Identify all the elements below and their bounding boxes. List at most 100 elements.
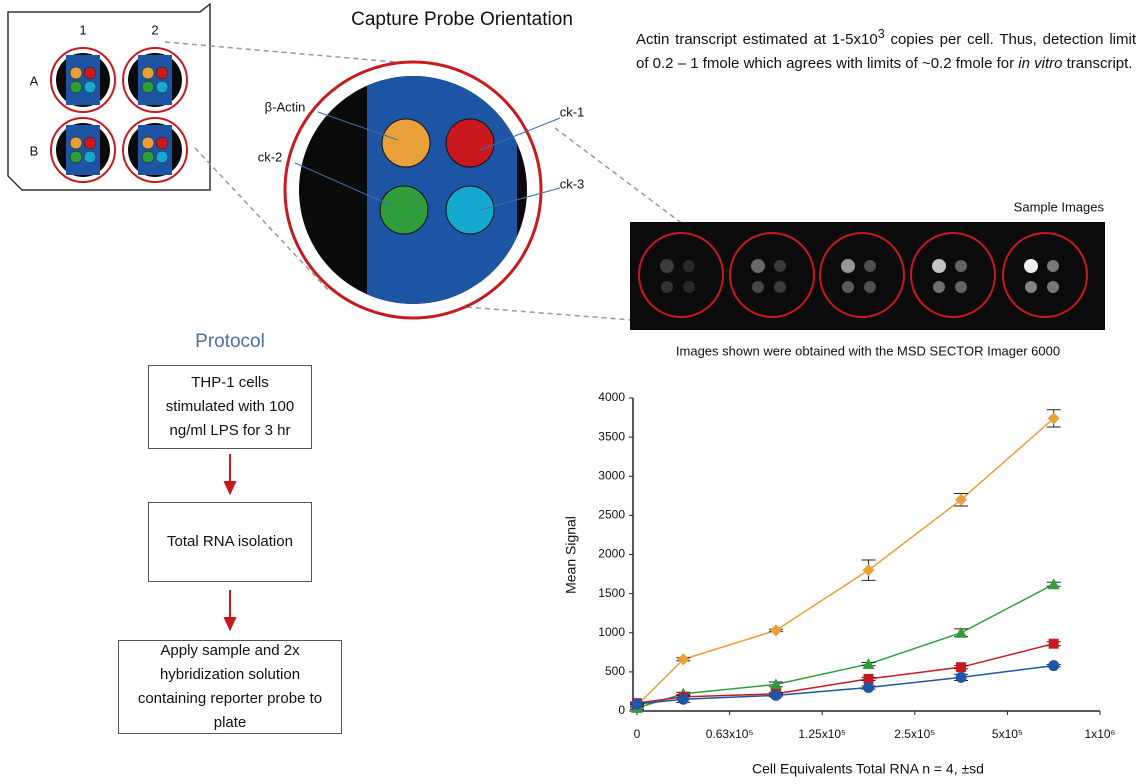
plate-column: 2 [151, 22, 158, 37]
point [770, 624, 782, 636]
sample-spot [683, 281, 695, 293]
spot [84, 137, 96, 149]
x-tick-label: 0.63x10⁵ [706, 727, 754, 741]
spot [142, 67, 154, 79]
images-title: Sample Images [1014, 199, 1105, 214]
line-segment [961, 418, 1054, 499]
spot [70, 67, 82, 79]
protocol-title: Protocol [195, 331, 265, 352]
sample-spot [751, 259, 765, 273]
electrode [66, 125, 100, 175]
sample-spot [683, 260, 695, 272]
x-tick-label: 0 [634, 727, 641, 741]
sample-spot [774, 260, 786, 272]
spot [380, 186, 428, 234]
line-segment [776, 570, 869, 630]
point [863, 658, 875, 669]
sample-spot [864, 281, 876, 293]
spot [70, 81, 82, 93]
protocol-step: Apply sample and 2x hybridization soluti… [118, 640, 342, 734]
note-text: transcript. [1062, 55, 1132, 72]
electrode [138, 55, 172, 105]
y-tick-label: 2500 [598, 508, 625, 522]
protocol-step: THP-1 cells stimulated with 100 ng/ml LP… [148, 365, 312, 449]
y-tick-label: 4000 [598, 390, 625, 404]
spot [156, 81, 168, 93]
y-tick-label: 1000 [598, 625, 625, 639]
spot [382, 119, 430, 167]
line-segment [869, 677, 962, 687]
x-tick-label: 1x10⁶ [1085, 727, 1116, 741]
electrode [138, 125, 172, 175]
line-segment [683, 630, 776, 659]
spot [156, 67, 168, 79]
sample-spot [661, 281, 673, 293]
spot [156, 151, 168, 163]
point [863, 564, 875, 576]
y-tick-label: 3000 [598, 468, 625, 482]
line-segment [961, 644, 1054, 667]
line-segment [683, 684, 776, 693]
spot [156, 137, 168, 149]
spot-label: ck-3 [560, 176, 585, 191]
sample-spot [842, 281, 854, 293]
line-segment [961, 584, 1054, 633]
sample-spot [752, 281, 764, 293]
spot [446, 119, 494, 167]
spot [142, 151, 154, 163]
sample-spot [955, 281, 967, 293]
spot [84, 151, 96, 163]
sample-spot [933, 281, 945, 293]
note: Actin transcript estimated at 1-5x103 co… [636, 22, 1136, 76]
note-em: in vitro [1018, 55, 1062, 72]
point [1049, 639, 1059, 649]
line-segment [869, 667, 962, 679]
spot [446, 186, 494, 234]
point [956, 672, 967, 683]
x-tick-label: 5x10⁵ [992, 727, 1023, 741]
spot [84, 67, 96, 79]
spot-label: β-Actin [265, 99, 306, 114]
sample-spot [932, 259, 946, 273]
y-tick-label: 500 [605, 664, 625, 678]
x-tick-label: 1.25x10⁵ [798, 727, 846, 741]
spot [84, 81, 96, 93]
sample-spot [1025, 281, 1037, 293]
electrode [66, 55, 100, 105]
y-tick-label: 0 [618, 703, 625, 717]
sample-spot [955, 260, 967, 272]
y-tick-label: 3500 [598, 429, 625, 443]
sample-spot [1047, 281, 1059, 293]
sample-spot [841, 259, 855, 273]
x-tick-label: 2.5x10⁵ [894, 727, 935, 741]
chart: 0 500 1000 1500 2000 2500 3000 3500 4000 0 0.63x10… [563, 390, 1116, 777]
spot [142, 137, 154, 149]
protocol-step: Total RNA isolation [148, 502, 312, 582]
note-text: Actin transcript estimated at 1-5x10 [636, 31, 878, 48]
y-tick-label: 1500 [598, 586, 625, 600]
spot [70, 151, 82, 163]
spot-label: ck-2 [258, 149, 283, 164]
images-caption: Images shown were obtained with the MSD … [676, 343, 1060, 358]
line-segment [961, 666, 1054, 678]
sample-spot [864, 260, 876, 272]
line-segment [869, 633, 962, 664]
note-sup: 3 [878, 27, 885, 41]
page: 1 2 A B Capture Probe Orientation β-Acti… [0, 0, 1148, 784]
plate-row: B [30, 143, 39, 158]
point [632, 698, 643, 709]
y-tick-label: 2000 [598, 547, 625, 561]
spot [142, 81, 154, 93]
plate-column: 1 [79, 22, 86, 37]
point [863, 682, 874, 693]
sample-spot [660, 259, 674, 273]
sample-spot [1047, 260, 1059, 272]
point [678, 694, 689, 705]
x-axis-title: Cell Equivalents Total RNA n = 4, ±sd [752, 761, 984, 777]
sample-spot [774, 281, 786, 293]
spot [70, 137, 82, 149]
point [956, 662, 966, 672]
point [770, 690, 781, 701]
point [1048, 578, 1060, 589]
line-segment [869, 500, 962, 570]
